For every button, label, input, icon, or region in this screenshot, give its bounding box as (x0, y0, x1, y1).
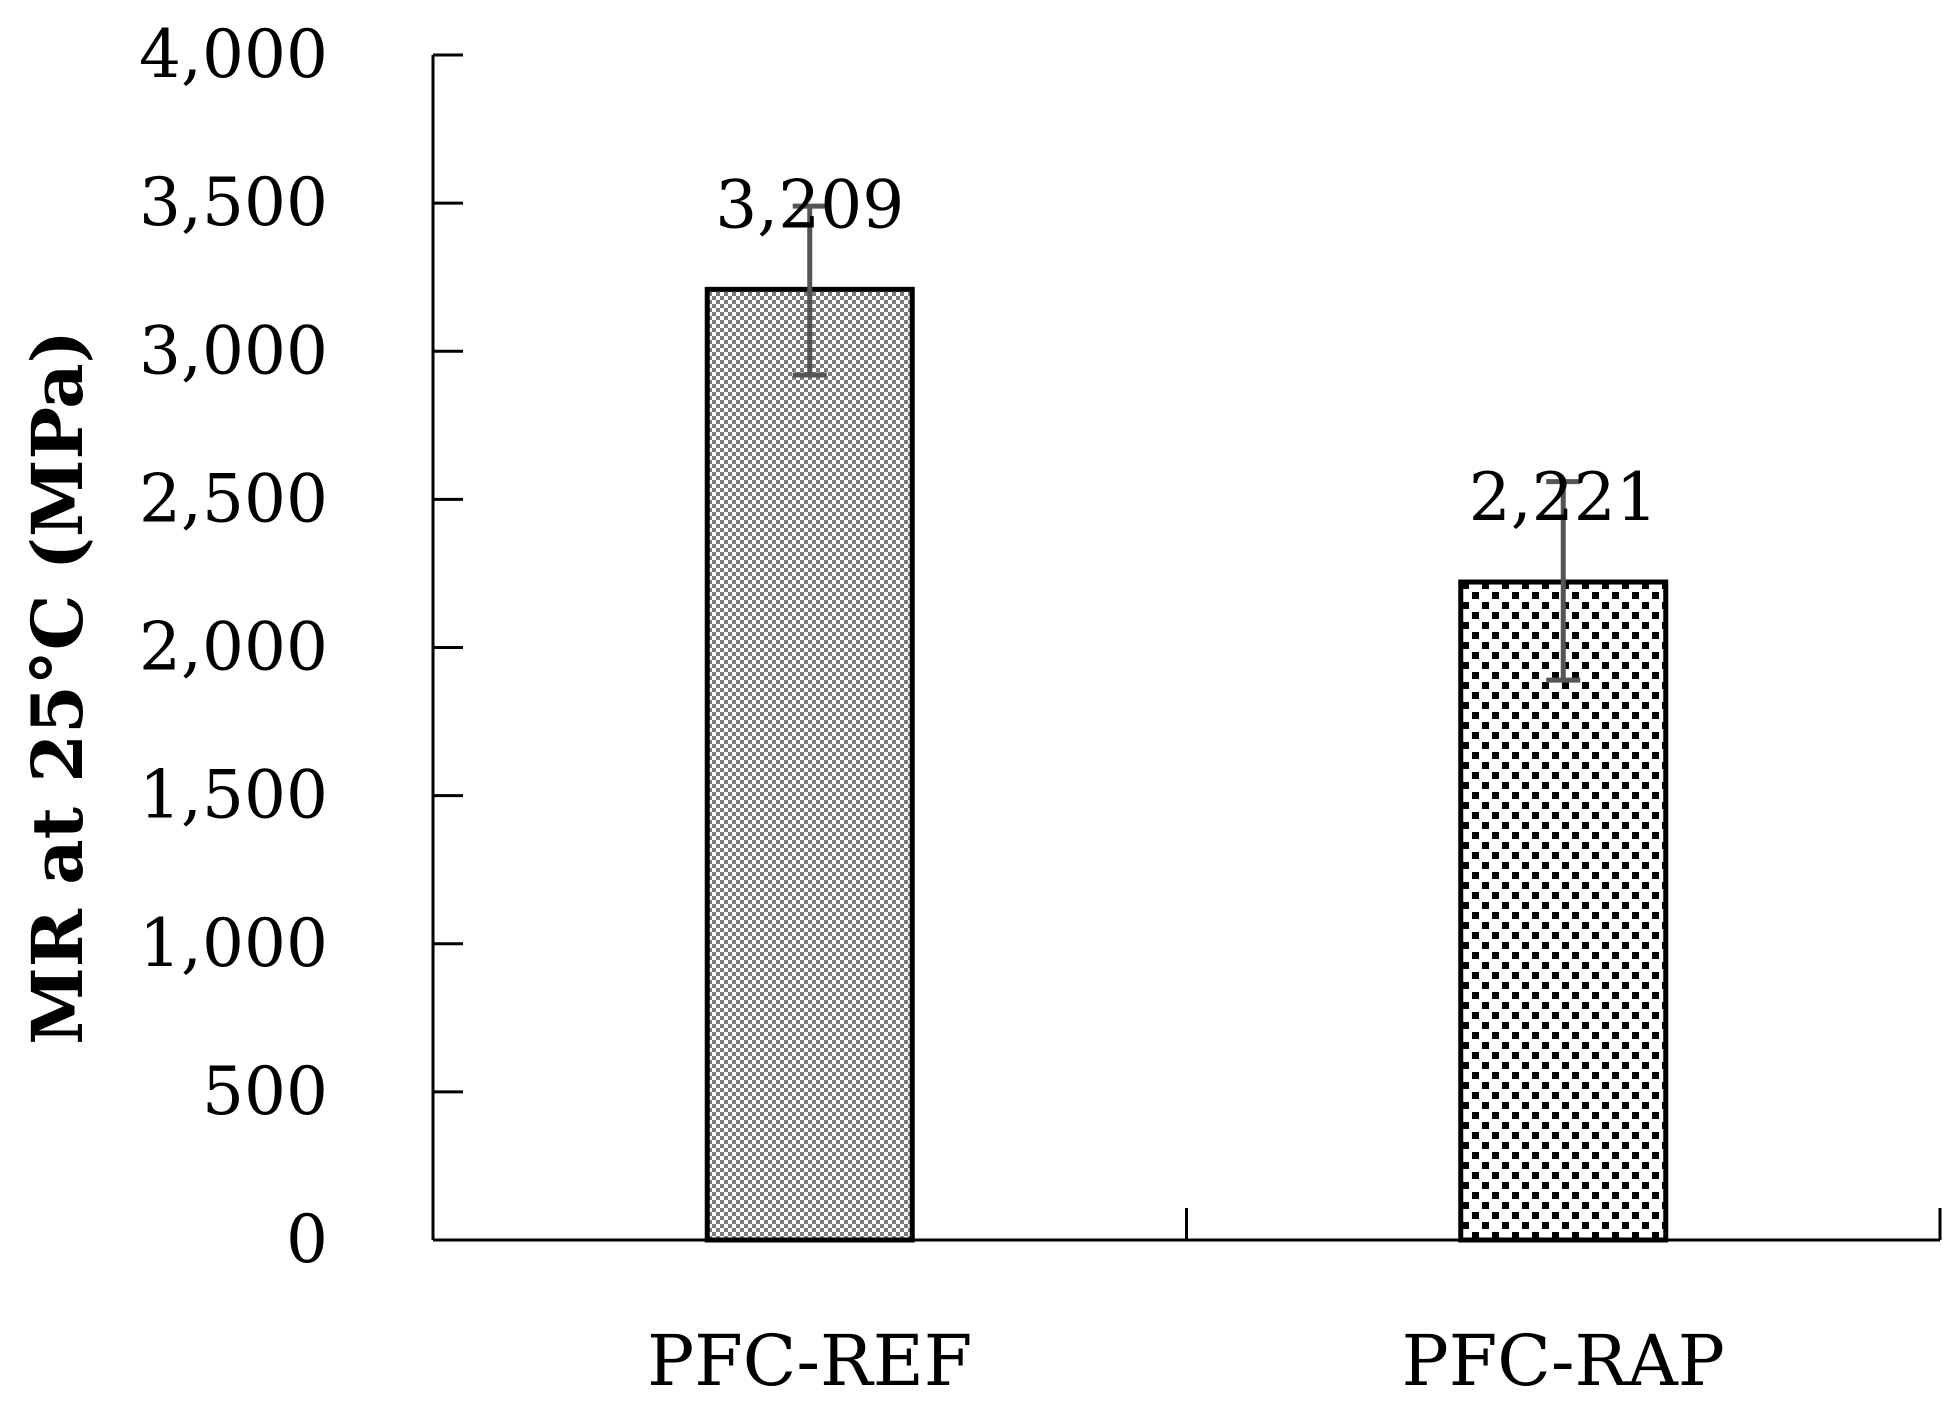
y-tick-label: 3,000 (139, 312, 328, 389)
y-tick-label: 1,000 (139, 905, 328, 982)
bar-pfc-rap (1458, 579, 1669, 1243)
labels: 3,209 PFC-REF 2,221 PFC-RAP (647, 166, 1725, 1402)
y-tick-label: 1,500 (139, 757, 328, 834)
y-tick-label: 2,500 (139, 460, 328, 537)
data-label: 3,209 (715, 166, 904, 243)
y-tick-label: 3,500 (139, 164, 328, 241)
bar-pfc-ref (704, 286, 915, 1243)
error-bars (792, 203, 1581, 683)
x-category-label: PFC-REF (647, 1320, 972, 1402)
y-tick-label: 500 (202, 1053, 328, 1130)
y-tick-label: 2,000 (139, 609, 328, 686)
x-category-label: PFC-RAP (1402, 1320, 1725, 1402)
axes: 0 500 1,000 1,500 2,000 2,500 3,000 3,500 4,000 (139, 16, 1942, 1278)
bars (704, 286, 1669, 1243)
y-tick-label: 4,000 (139, 16, 328, 93)
y-axis-label: MR at 25°C (MPa) (16, 330, 99, 1044)
data-label: 2,221 (1469, 459, 1658, 536)
y-tick-label: 0 (286, 1201, 328, 1278)
